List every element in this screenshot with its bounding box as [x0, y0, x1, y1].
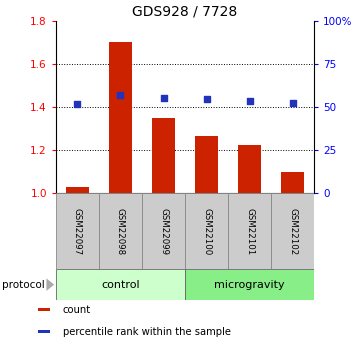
Point	[290, 100, 295, 106]
Text: GSM22097: GSM22097	[73, 208, 82, 255]
Bar	[38, 308, 49, 311]
Text: GSM22101: GSM22101	[245, 208, 254, 255]
Text: protocol: protocol	[2, 280, 44, 289]
Point	[247, 98, 252, 104]
Text: GSM22099: GSM22099	[159, 208, 168, 255]
Bar	[185, 269, 314, 300]
Bar	[281, 171, 304, 193]
Point	[204, 96, 209, 102]
Text: control: control	[101, 280, 140, 289]
Text: count: count	[63, 305, 91, 315]
Title: GDS928 / 7728: GDS928 / 7728	[132, 4, 238, 18]
Point	[118, 92, 123, 98]
Bar	[38, 330, 49, 333]
Bar	[99, 193, 142, 269]
Bar	[228, 193, 271, 269]
Bar	[271, 193, 314, 269]
Bar	[56, 193, 99, 269]
Polygon shape	[47, 278, 54, 291]
Text: percentile rank within the sample: percentile rank within the sample	[63, 327, 231, 336]
Bar	[185, 193, 228, 269]
Text: GSM22100: GSM22100	[202, 208, 211, 255]
Bar	[142, 193, 185, 269]
Point	[75, 101, 81, 106]
Bar	[66, 187, 89, 193]
Text: GSM22102: GSM22102	[288, 208, 297, 255]
Text: GSM22098: GSM22098	[116, 208, 125, 255]
Point	[161, 96, 166, 101]
Text: microgravity: microgravity	[214, 280, 285, 289]
Bar	[56, 269, 185, 300]
Bar	[109, 42, 132, 193]
Bar	[238, 145, 261, 193]
Bar	[195, 136, 218, 193]
Bar	[152, 118, 175, 193]
